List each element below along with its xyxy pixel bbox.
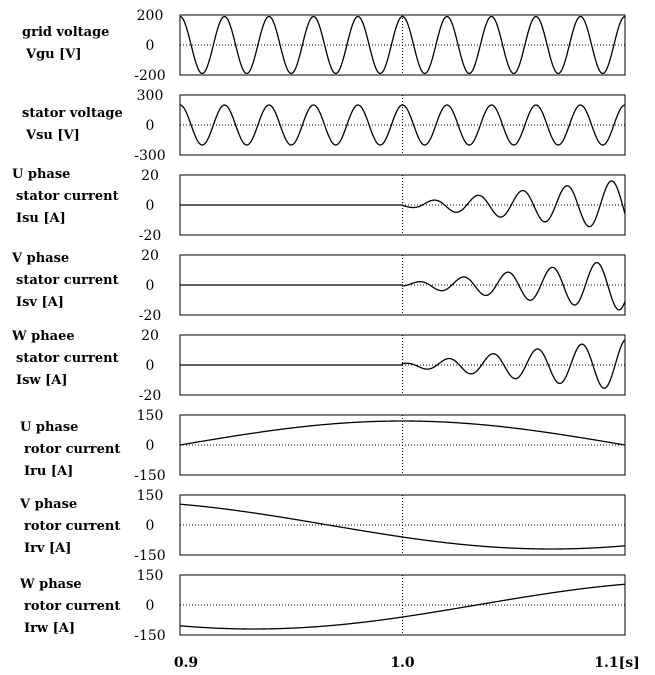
- panel-label-line: W phaee: [11, 329, 75, 344]
- panel-label-line: Isv [A]: [16, 295, 64, 310]
- y-tick-label: 20: [141, 328, 159, 344]
- panel-label-line: Irw [A]: [24, 621, 75, 636]
- panel-label-line: Vgu [V]: [25, 47, 82, 62]
- panel-label-line: Vsu [V]: [25, 128, 80, 143]
- y-tick-label: 0: [146, 438, 155, 454]
- panel-8: 150 0 -150 W phase rotor current Irw [A]: [19, 568, 626, 644]
- panel-label-line: rotor current: [24, 599, 120, 614]
- panel-label-line: stator current: [16, 273, 119, 288]
- y-tick-label: 0: [146, 118, 155, 134]
- y-tick-label: 0: [146, 198, 155, 214]
- y-tick-label: 200: [137, 8, 164, 24]
- y-tick-label: 0: [146, 358, 155, 374]
- x-tick-label: 0.9: [174, 655, 198, 671]
- y-tick-label: -300: [134, 148, 165, 164]
- y-tick-label: -20: [139, 228, 162, 244]
- panel-label-line: U phase: [20, 420, 78, 435]
- y-tick-label: 20: [141, 248, 159, 264]
- series-line: [179, 104, 626, 146]
- series-line: [179, 583, 626, 630]
- y-tick-label: -20: [139, 308, 162, 324]
- panel-label-line: rotor current: [24, 519, 120, 534]
- panel-label-line: rotor current: [24, 442, 120, 457]
- panel-label-line: W phase: [19, 577, 82, 592]
- panel-label-line: stator current: [16, 351, 119, 366]
- panel-5: 20 0 -20 W phaee stator current Isw [A]: [11, 328, 626, 404]
- series-line: [180, 261, 626, 311]
- panel-label-line: Isu [A]: [16, 211, 66, 226]
- panel-label: U phase stator current Isu [A]: [12, 167, 119, 226]
- panel-label: V phase stator current Isv [A]: [11, 251, 119, 310]
- panel-6: 150 0 -150 U phase rotor current Iru [A]: [20, 408, 626, 484]
- y-tick-label: 0: [146, 278, 155, 294]
- panel-label-line: Isw [A]: [16, 373, 68, 388]
- y-tick-label: -150: [134, 548, 165, 564]
- panel-label-line: stator current: [16, 189, 119, 204]
- series-line: [180, 180, 626, 228]
- y-tick-label: 150: [137, 488, 164, 504]
- panel-label: grid voltage Vgu [V]: [22, 25, 109, 62]
- y-tick-label: 0: [146, 518, 155, 534]
- x-tick-label: 1.0: [390, 655, 415, 671]
- series-line: [180, 339, 626, 389]
- panel-label-line: Irv [A]: [24, 541, 71, 556]
- panel-4: 20 0 -20 V phase stator current Isv [A]: [11, 248, 626, 324]
- panel-label: U phase rotor current Iru [A]: [20, 420, 120, 479]
- y-tick-label: 0: [146, 38, 155, 54]
- y-tick-label: 300: [137, 88, 164, 104]
- panel-label: stator voltage Vsu [V]: [22, 106, 123, 143]
- y-tick-label: -20: [139, 388, 162, 404]
- panel-label: W phaee stator current Isw [A]: [11, 329, 119, 388]
- panel-label: V phase rotor current Irv [A]: [19, 497, 120, 556]
- series-line: [179, 503, 626, 550]
- x-tick-label: 1.1[s]: [594, 655, 640, 671]
- panel-3: 20 0 -20 U phase stator current Isu [A]: [12, 167, 626, 244]
- panel-label-line: Iru [A]: [24, 464, 73, 479]
- y-tick-label: 0: [146, 598, 155, 614]
- y-tick-label: -200: [134, 68, 165, 84]
- y-tick-label: -150: [134, 468, 165, 484]
- panel-label: W phase rotor current Irw [A]: [19, 577, 120, 636]
- series-line: [179, 420, 626, 446]
- panel-2: 300 0 -300 stator voltage Vsu [V]: [22, 88, 626, 164]
- panel-label-line: stator voltage: [22, 106, 123, 121]
- panel-1: 200 0 -200 grid voltage Vgu [V]: [22, 8, 626, 84]
- panel-label-line: V phase: [11, 251, 69, 266]
- y-tick-label: -150: [134, 628, 165, 644]
- series-line: [179, 15, 626, 75]
- panel-label-line: U phase: [12, 167, 70, 182]
- panel-label-line: V phase: [19, 497, 77, 512]
- panel-7: 150 0 -150 V phase rotor current Irv [A]: [19, 488, 626, 564]
- y-tick-label: 150: [137, 568, 164, 584]
- y-tick-label: 150: [137, 408, 164, 424]
- y-tick-label: 20: [141, 168, 159, 184]
- panel-label-line: grid voltage: [22, 25, 109, 40]
